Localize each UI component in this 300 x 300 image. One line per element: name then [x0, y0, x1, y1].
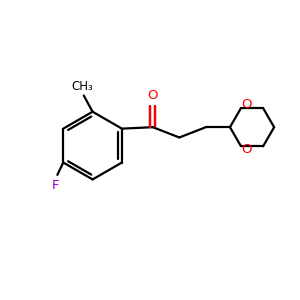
Text: F: F: [52, 179, 60, 192]
Text: O: O: [148, 89, 158, 102]
Text: O: O: [241, 98, 252, 111]
Text: CH₃: CH₃: [71, 80, 93, 93]
Text: O: O: [241, 143, 252, 156]
